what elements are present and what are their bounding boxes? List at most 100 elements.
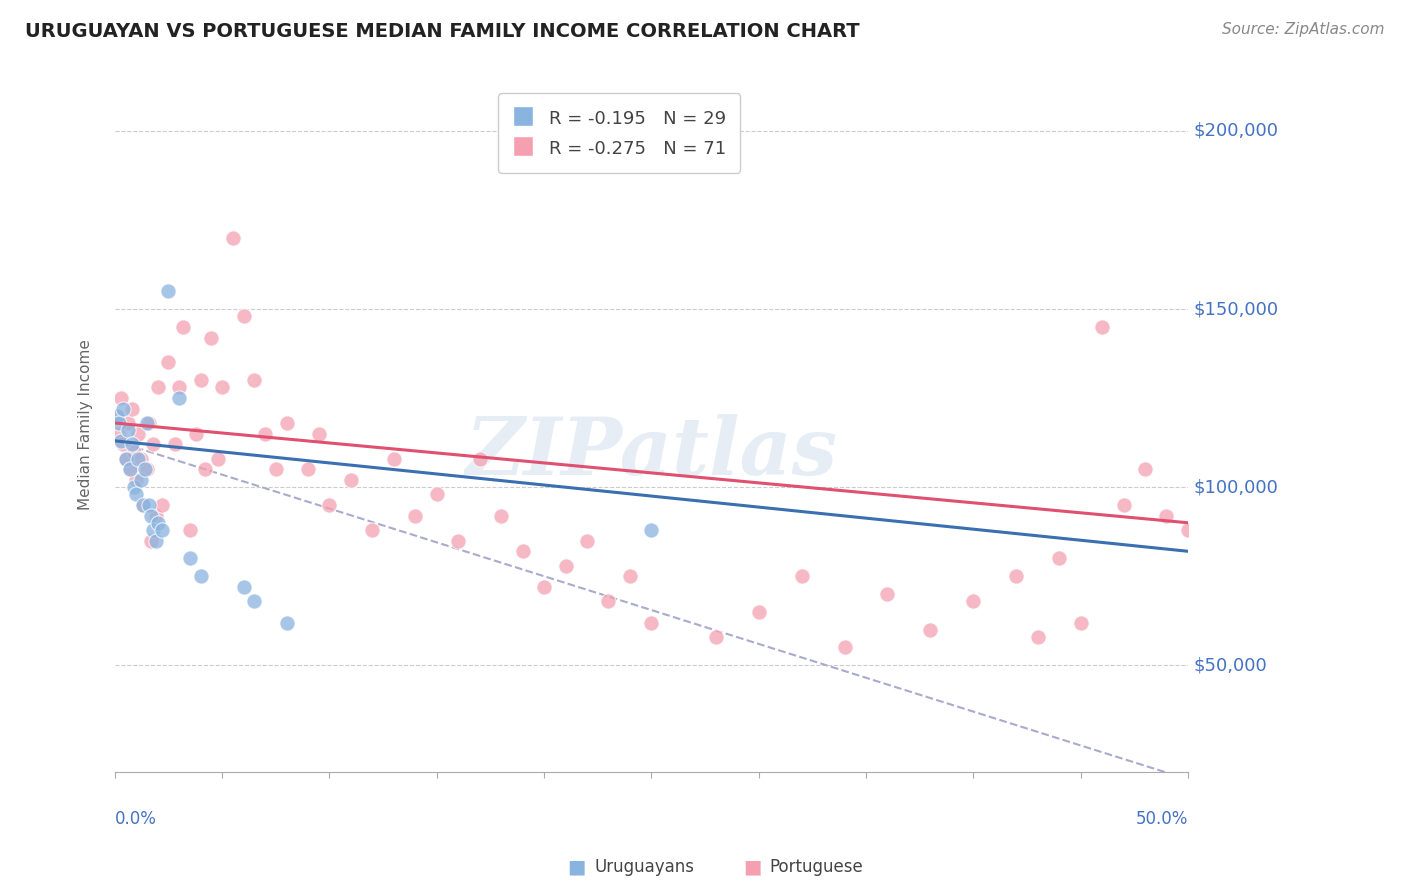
Point [114,451,136,466]
Text: $200,000: $200,000 [1194,122,1278,140]
Point [489,508,512,523]
Point [134,462,156,476]
Point [167,380,190,394]
Point [207,451,229,466]
Point [512,544,534,558]
Point [142,437,165,451]
Point [105,409,128,423]
Point [1047,551,1070,566]
Point [121,401,143,416]
Point [146,380,169,394]
Text: 50.0%: 50.0% [1136,810,1188,829]
Point [167,391,190,405]
Text: $100,000: $100,000 [1194,478,1278,496]
Point [110,434,132,448]
Point [211,380,233,394]
Point [117,423,139,437]
Point [1026,630,1049,644]
Point [1005,569,1028,583]
Text: ■: ■ [742,857,762,877]
Point [222,231,245,245]
Text: 0.0%: 0.0% [115,810,156,829]
Point [243,594,266,608]
Text: ■: ■ [567,857,586,877]
Point [640,523,662,537]
Point [125,487,148,501]
Point [232,309,254,323]
Point [105,409,128,423]
Point [172,319,194,334]
Point [361,523,384,537]
Point [276,615,298,630]
Point [129,451,152,466]
Point [121,437,143,451]
Point [554,558,576,573]
Point [141,533,163,548]
Point [136,416,159,430]
Point [876,587,898,601]
Point [150,523,173,537]
Point [108,426,131,441]
Point [619,569,641,583]
Point [163,437,186,451]
Point [276,416,298,430]
Text: ZIPatlas: ZIPatlas [465,414,838,491]
Point [308,426,330,441]
Point [1177,523,1199,537]
Point [598,594,620,608]
Point [114,451,136,466]
Point [108,416,131,430]
Point [243,373,266,387]
Point [920,623,942,637]
Point [1133,462,1156,476]
Point [264,462,287,476]
Point [834,640,856,655]
Point [145,533,167,548]
Legend: R = -0.195   N = 29, R = -0.275   N = 71: R = -0.195 N = 29, R = -0.275 N = 71 [498,94,740,173]
Point [131,498,153,512]
Point [447,533,470,548]
Point [790,569,813,583]
Point [194,462,217,476]
Point [190,569,212,583]
Point [127,426,149,441]
Point [145,508,167,523]
Point [146,516,169,530]
Point [404,508,426,523]
Text: $50,000: $50,000 [1194,657,1267,674]
Point [110,391,132,405]
Point [533,580,555,594]
Point [340,473,363,487]
Point [254,426,277,441]
Point [138,498,160,512]
Point [1091,319,1114,334]
Point [1156,508,1178,523]
Point [297,462,319,476]
Point [640,615,662,630]
Point [962,594,984,608]
Point [150,498,173,512]
Point [575,533,598,548]
Point [122,444,145,458]
Point [179,523,201,537]
Text: $150,000: $150,000 [1194,300,1278,318]
Point [382,451,405,466]
Point [318,498,340,512]
Point [136,462,159,476]
Text: Portuguese: Portuguese [769,858,863,876]
Point [112,437,135,451]
Point [122,480,145,494]
Point [190,373,212,387]
Point [157,284,180,298]
Point [131,498,153,512]
Point [232,580,254,594]
Point [426,487,449,501]
Point [118,462,141,476]
Point [704,630,727,644]
Text: URUGUAYAN VS PORTUGUESE MEDIAN FAMILY INCOME CORRELATION CHART: URUGUAYAN VS PORTUGUESE MEDIAN FAMILY IN… [25,22,860,41]
Point [138,416,160,430]
Point [142,523,165,537]
Point [1112,498,1135,512]
Point [179,551,201,566]
Point [468,451,491,466]
